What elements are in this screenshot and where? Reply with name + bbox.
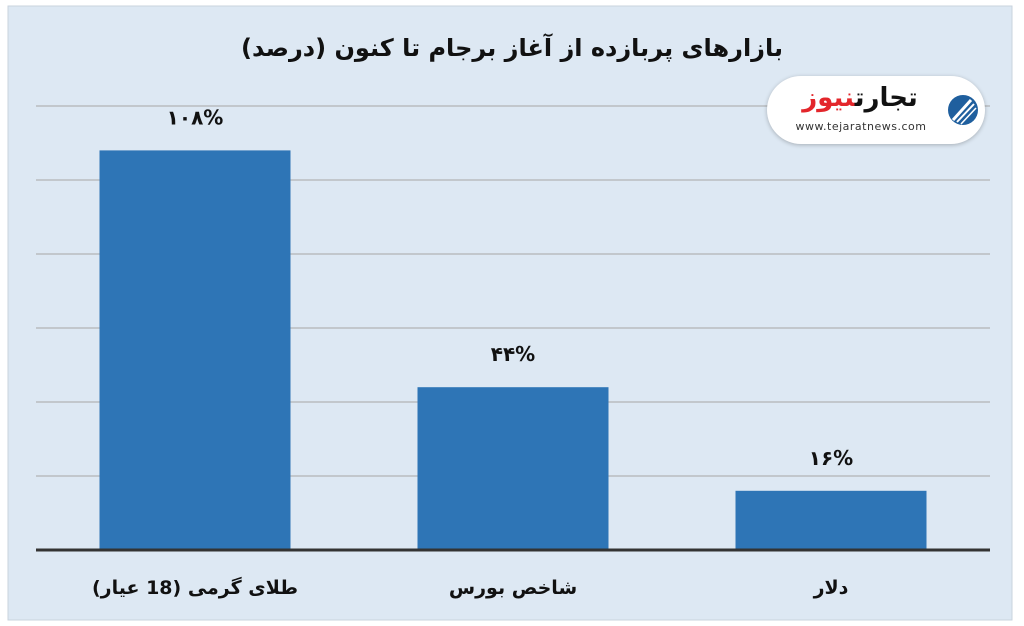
bars <box>99 150 927 550</box>
tejaratnews-emblem-icon <box>948 95 978 125</box>
logo-word-black: تجارت <box>854 83 918 113</box>
tejaratnews-logo: تجارتنیوز www.tejaratnews.com <box>767 76 985 144</box>
bar-1 <box>99 150 291 550</box>
bar-3 <box>735 490 927 550</box>
logo-wordmark: تجارتنیوز <box>781 82 939 114</box>
category-labels: طلای گرمی (18 عیار) شاخص بورس دلار <box>92 576 849 599</box>
chart-title: بازارهای پربازده از آغاز برجام تا کنون (… <box>241 33 783 62</box>
category-label-2: شاخص بورس <box>449 577 577 599</box>
bar-value-label-2: ۴۴% <box>491 342 535 366</box>
logo-url: www.tejaratnews.com <box>795 120 927 133</box>
bar-2 <box>417 387 609 550</box>
bar-value-label-1: ۱۰۸% <box>167 105 224 129</box>
bar-value-label-3: ۱۶% <box>809 446 853 470</box>
category-label-3: دلار <box>813 577 849 599</box>
bar-value-labels: ۱۰۸% ۴۴% ۱۶% <box>167 105 854 469</box>
logo-word-red: نیوز <box>802 83 855 113</box>
category-label-1: طلای گرمی (18 عیار) <box>92 576 298 599</box>
